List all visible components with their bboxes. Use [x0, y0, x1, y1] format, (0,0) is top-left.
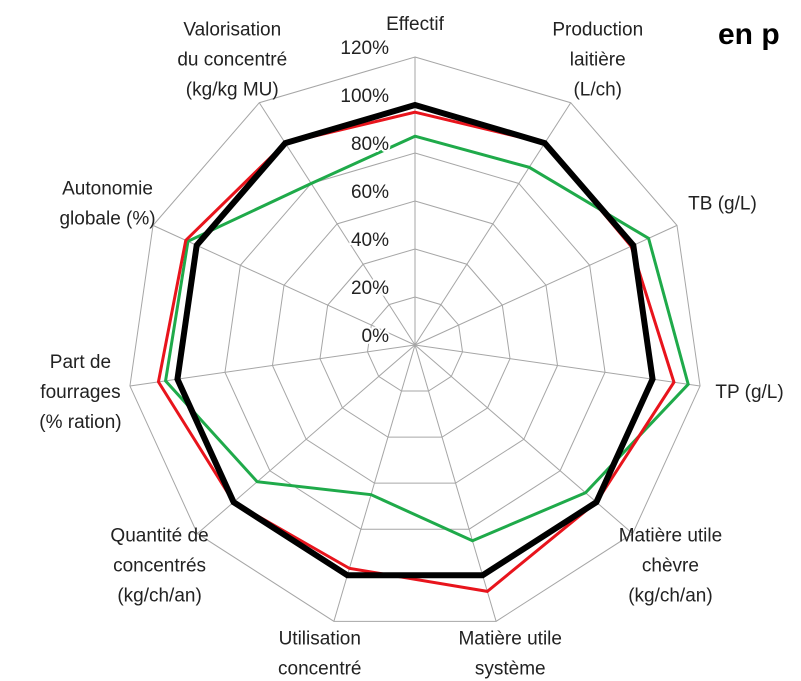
series-line	[174, 101, 656, 579]
series-line	[156, 110, 676, 593]
spoke	[197, 344, 416, 534]
category-label: (% ration)	[39, 412, 121, 433]
category-label: Autonomie	[62, 179, 153, 200]
category-label: globale (%)	[59, 209, 155, 230]
grid-ring	[366, 296, 464, 392]
grid-ring	[271, 200, 559, 484]
category-label: du concentré	[177, 50, 287, 71]
chart-title: en p	[718, 18, 780, 51]
grid-ring	[129, 56, 701, 622]
category-label: laitière	[570, 50, 626, 71]
category-label: TB (g/L)	[688, 194, 757, 215]
category-label: (L/ch)	[573, 80, 622, 101]
y-tick-label: 0%	[362, 326, 390, 347]
spoke	[414, 344, 633, 534]
category-label: (kg/kg MU)	[186, 80, 279, 101]
category-label: Production	[552, 20, 643, 41]
category-label: (kg/ch/an)	[628, 585, 712, 606]
category-label: (kg/ch/an)	[117, 585, 201, 606]
category-label: TP (g/L)	[715, 382, 783, 403]
category-label: Part de	[50, 352, 111, 373]
category-label: système	[475, 658, 546, 679]
y-tick-label: 100%	[340, 86, 389, 107]
y-tick-label: 120%	[340, 38, 389, 59]
category-label: Utilisation	[279, 628, 361, 649]
category-label: Valorisation	[183, 20, 281, 41]
category-label: chèvre	[642, 555, 699, 576]
category-label: Matière utile	[458, 628, 562, 649]
category-label: Matière utile	[619, 525, 723, 546]
category-label: Quantité de	[110, 525, 208, 546]
spoke	[258, 102, 416, 346]
y-tick-label: 20%	[351, 278, 389, 299]
category-label: fourrages	[40, 382, 120, 403]
grid-ring	[319, 248, 511, 438]
spoke	[129, 344, 416, 387]
y-tick-label: 80%	[351, 134, 389, 155]
category-label: concentré	[278, 658, 361, 679]
y-tick-label: 40%	[351, 230, 389, 251]
category-label: Effectif	[386, 14, 444, 35]
category-label: concentrés	[113, 555, 206, 576]
spoke	[414, 344, 701, 387]
y-tick-label: 60%	[351, 182, 389, 203]
grid-ring	[224, 152, 606, 530]
spoke	[414, 102, 572, 346]
